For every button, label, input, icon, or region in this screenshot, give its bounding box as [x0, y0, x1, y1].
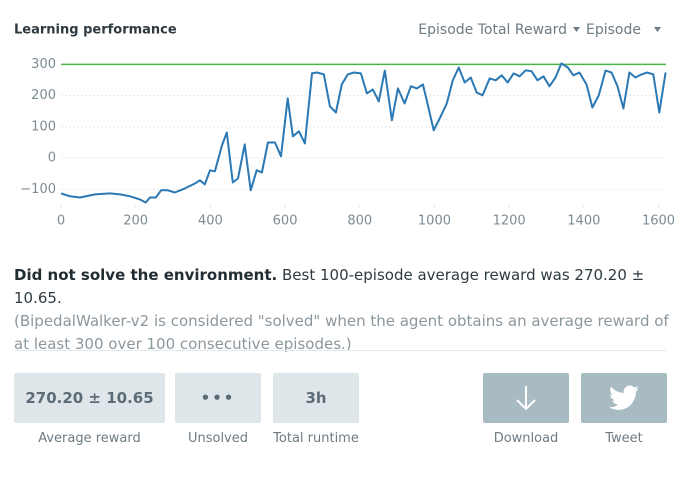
dropdown-arrow — [573, 27, 580, 32]
summary-text: Best 100-episode average reward was 270.… — [14, 266, 645, 307]
stat-box: 3h — [273, 373, 359, 423]
twitter-icon — [609, 385, 639, 410]
x-tick-label: 0 — [57, 214, 65, 229]
stat-value: 3h — [305, 389, 327, 407]
y-tick-label: −100 — [20, 182, 56, 197]
stat-value: 270.20 ± 10.65 — [25, 389, 154, 407]
x-tick-label: 800 — [347, 214, 372, 229]
y-tick-label: 0 — [48, 151, 56, 166]
stat-label: Total runtime — [273, 431, 359, 446]
y-tick-label: 100 — [31, 119, 56, 134]
y-tick-label: 200 — [31, 88, 56, 103]
stat-box: ••• — [175, 373, 261, 423]
axis-select[interactable]: Episode — [586, 22, 641, 38]
x-tick-label: 400 — [198, 214, 223, 229]
dropdown-arrow — [654, 27, 661, 32]
chart-title: Learning performance — [14, 23, 177, 38]
stat-box: 270.20 ± 10.65 — [14, 373, 165, 423]
x-tick-label: 1000 — [418, 214, 451, 229]
stat-label: Unsolved — [187, 431, 249, 446]
x-tick-label: 200 — [123, 214, 148, 229]
download-button[interactable] — [483, 373, 569, 423]
stat-value: ••• — [200, 389, 236, 407]
button-label: Tweet — [605, 431, 643, 446]
metric-select[interactable]: Episode Total Reward — [418, 22, 567, 38]
button-label: Download — [493, 431, 559, 446]
download-icon — [516, 386, 536, 411]
summary-headline: Did not solve the environment. — [14, 266, 278, 284]
summary-note: (BipedalWalker-v2 is considered "solved"… — [14, 312, 669, 353]
separator — [14, 350, 666, 351]
stat-label: Average reward — [38, 431, 141, 446]
y-tick-label: 300 — [31, 57, 56, 72]
chart: Learning performance Episode Total Rewar… — [14, 22, 675, 229]
summary: Did not solve the environment. Best 100-… — [14, 264, 674, 356]
reward-line — [60, 62, 667, 204]
tweet-button[interactable] — [581, 373, 667, 423]
x-tick-label: 600 — [273, 214, 298, 229]
x-tick-label: 1600 — [642, 214, 675, 229]
x-tick-label: 1200 — [493, 214, 526, 229]
x-tick-label: 1400 — [567, 214, 600, 229]
